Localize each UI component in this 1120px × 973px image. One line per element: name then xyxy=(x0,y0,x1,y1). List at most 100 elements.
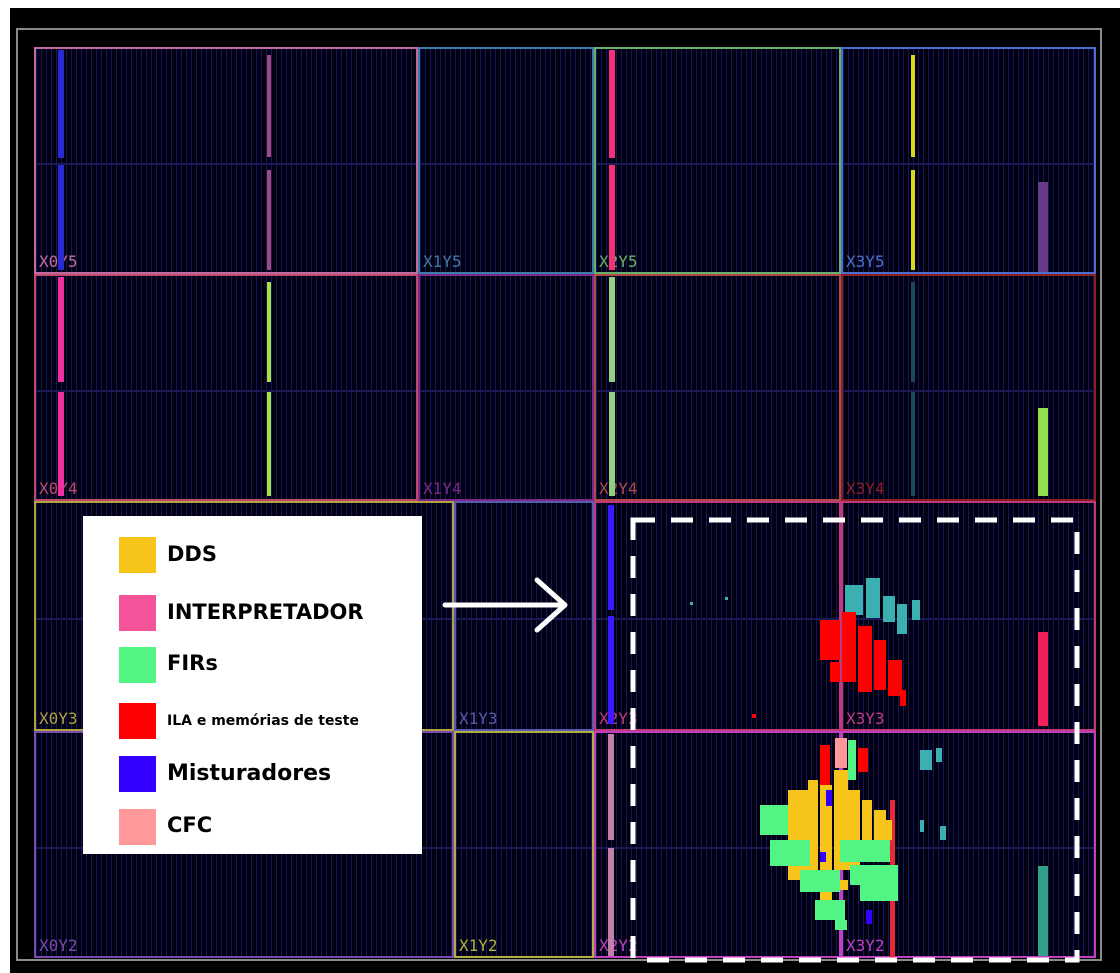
resource-column-bar xyxy=(911,170,915,270)
clock-region-x1y5[interactable]: X1Y5 xyxy=(418,47,594,274)
clock-row-divider xyxy=(420,390,592,392)
placed-logic-cell xyxy=(866,910,872,924)
placed-logic-cell xyxy=(770,840,810,866)
placed-logic-cell xyxy=(835,738,847,768)
placed-logic-cell xyxy=(840,840,890,862)
resource-column-bar xyxy=(608,505,614,610)
placed-logic-cell xyxy=(845,585,863,615)
legend-swatch-dds xyxy=(119,537,156,573)
placed-logic-cell xyxy=(940,826,946,840)
resource-column-bar xyxy=(911,55,915,157)
region-label-x2y5: X2Y5 xyxy=(599,252,638,271)
legend-panel: DDS INTERPRETADOR FIRs ILA e memórias de… xyxy=(83,516,422,854)
resource-column-bar xyxy=(58,392,64,496)
placed-logic-cell xyxy=(840,880,848,890)
clock-row-divider xyxy=(456,618,592,620)
clock-row-divider xyxy=(843,618,1094,620)
placed-logic-cell xyxy=(752,714,756,718)
clock-row-divider xyxy=(456,847,592,849)
clock-region-x3y5[interactable]: X3Y5 xyxy=(841,47,1096,274)
placed-logic-cell xyxy=(820,620,840,660)
placed-logic-cell xyxy=(800,870,840,892)
legend-label-interpretador: INTERPRETADOR xyxy=(167,600,364,624)
placed-logic-cell xyxy=(886,820,892,840)
resource-column-bar xyxy=(608,616,614,724)
region-label-x1y5: X1Y5 xyxy=(423,252,462,271)
resource-column-bar xyxy=(58,277,64,382)
clock-region-x3y4[interactable]: X3Y4 xyxy=(841,274,1096,501)
clock-region-x1y2[interactable]: X1Y2 xyxy=(454,731,594,958)
region-label-x3y3: X3Y3 xyxy=(846,709,885,728)
region-label-x1y2: X1Y2 xyxy=(459,936,498,955)
resource-column-bar xyxy=(609,50,615,158)
placed-logic-cell xyxy=(866,578,880,618)
placed-logic-cell xyxy=(760,805,788,835)
clock-region-x0y4[interactable]: X0Y4 xyxy=(34,274,418,501)
clock-row-divider xyxy=(420,163,592,165)
placed-logic-cell xyxy=(850,865,898,885)
placed-logic-cell xyxy=(936,748,942,762)
resource-column-bar xyxy=(58,165,64,270)
region-label-x1y3: X1Y3 xyxy=(459,709,498,728)
placed-logic-cell xyxy=(920,820,924,832)
placed-logic-cell xyxy=(835,920,847,930)
placed-logic-cell xyxy=(888,660,902,696)
legend-swatch-interpretador xyxy=(119,595,156,631)
resource-column-bar xyxy=(1038,866,1048,956)
resource-column-bar xyxy=(58,50,64,158)
region-label-x0y3: X0Y3 xyxy=(39,709,78,728)
placed-logic-cell xyxy=(897,604,907,634)
region-label-x3y2: X3Y2 xyxy=(846,936,885,955)
placed-logic-cell xyxy=(808,780,818,890)
legend-swatch-cfc xyxy=(119,809,156,845)
placed-logic-cell xyxy=(826,790,832,806)
placed-logic-cell xyxy=(883,596,895,622)
resource-column-bar xyxy=(609,277,615,382)
clock-row-divider xyxy=(596,390,839,392)
resource-column-bar xyxy=(609,165,615,270)
placed-logic-cell xyxy=(920,750,932,770)
region-label-x3y4: X3Y4 xyxy=(846,479,885,498)
clock-row-divider xyxy=(596,163,839,165)
placed-logic-cell xyxy=(815,900,845,920)
placed-logic-cell xyxy=(858,626,872,692)
clock-region-x1y4[interactable]: X1Y4 xyxy=(418,274,594,501)
region-label-x1y4: X1Y4 xyxy=(423,479,462,498)
clock-region-x0y5[interactable]: X0Y5 xyxy=(34,47,418,274)
placed-logic-cell xyxy=(900,690,906,706)
clock-row-divider xyxy=(843,390,1094,392)
clock-row-divider xyxy=(36,390,416,392)
legend-swatch-ila xyxy=(119,703,156,739)
placed-logic-cell xyxy=(874,640,886,690)
placed-logic-cell xyxy=(858,748,868,772)
region-label-x2y4: X2Y4 xyxy=(599,479,638,498)
placed-logic-cell xyxy=(725,597,728,600)
clock-region-x2y4[interactable]: X2Y4 xyxy=(594,274,841,501)
placed-logic-cell xyxy=(842,612,856,682)
resource-column-bar xyxy=(911,392,915,496)
region-label-x3y5: X3Y5 xyxy=(846,252,885,271)
resource-column-bar xyxy=(608,848,614,956)
legend-swatch-misturadores xyxy=(119,756,156,792)
highlight-dashed-box xyxy=(630,517,1080,963)
placed-logic-cell xyxy=(820,745,830,785)
device-outline xyxy=(16,28,1102,961)
placed-logic-cell xyxy=(830,662,840,682)
placed-logic-cell xyxy=(912,600,920,620)
clock-row-divider xyxy=(843,847,1094,849)
clock-row-divider xyxy=(36,163,416,165)
region-label-x0y2: X0Y2 xyxy=(39,936,78,955)
clock-region-x1y3[interactable]: X1Y3 xyxy=(454,501,594,731)
resource-column-bar xyxy=(609,392,615,496)
legend-label-cfc: CFC xyxy=(167,813,213,837)
clock-region-x2y5[interactable]: X2Y5 xyxy=(594,47,841,274)
placed-logic-cell xyxy=(820,852,826,862)
legend-label-firs: FIRs xyxy=(167,651,218,675)
clock-row-divider xyxy=(596,847,839,849)
resource-column-bar xyxy=(267,282,271,382)
resource-column-bar xyxy=(267,170,271,270)
resource-column-bar xyxy=(1038,632,1048,726)
legend-label-misturadores: Misturadores xyxy=(167,761,332,786)
clock-row-divider xyxy=(596,618,839,620)
